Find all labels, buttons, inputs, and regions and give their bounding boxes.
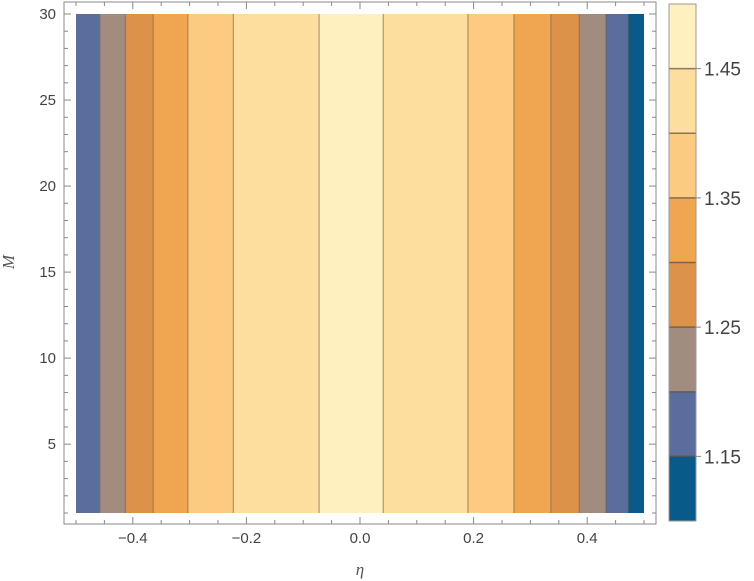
contour-band: [605, 14, 629, 513]
legend-label: 1.25: [704, 318, 741, 339]
contour-band: [99, 14, 126, 513]
legend-colorbar: 1.15 1.25 1.35 1.45: [668, 3, 741, 522]
contour-band: [233, 14, 320, 513]
x-axis: −0.4 −0.2 0.0 0.2 0.4: [75, 2, 645, 547]
contour-band: [513, 14, 551, 513]
y-tick-label: 5: [48, 436, 56, 453]
contour-band: [76, 14, 100, 513]
contour-band: [467, 14, 514, 513]
legend-frame: [668, 3, 697, 522]
x-tick-label: 0.0: [350, 530, 371, 547]
x-tick-label: −0.4: [118, 530, 148, 547]
y-tick-label: 15: [39, 264, 56, 281]
legend-swatch: [669, 262, 696, 328]
x-tick-label: −0.2: [232, 530, 262, 547]
contour-band: [550, 14, 580, 513]
contour-band: [628, 14, 644, 513]
contour-band: [187, 14, 234, 513]
y-axis-title: M: [0, 254, 18, 270]
y-tick-label: 25: [39, 92, 56, 109]
y-tick-label: 20: [39, 178, 56, 195]
contour-band: [579, 14, 606, 513]
contour-lines: [99, 14, 629, 513]
y-tick-label: 10: [39, 350, 56, 367]
contour-band: [153, 14, 188, 513]
contour-band: [383, 14, 468, 513]
y-axis: 5 10 15 20 25 30: [39, 6, 656, 514]
contour-bands: [76, 14, 644, 513]
legend-swatch: [669, 391, 696, 457]
legend-swatch: [669, 68, 696, 134]
y-tick-label: 30: [39, 6, 56, 23]
legend-label: 1.45: [704, 60, 741, 81]
legend-swatch: [669, 133, 696, 198]
legend-label: 1.15: [704, 447, 741, 468]
legend-swatch: [669, 4, 696, 69]
legend-swatch: [669, 197, 696, 263]
legend-label: 1.35: [704, 189, 741, 210]
legend-swatch: [669, 327, 696, 392]
contour-band: [125, 14, 154, 513]
legend-swatch: [669, 456, 696, 521]
contour-band: [319, 14, 384, 513]
x-tick-label: 0.4: [577, 530, 598, 547]
x-tick-label: 0.2: [463, 530, 484, 547]
x-axis-title: η: [356, 560, 364, 579]
